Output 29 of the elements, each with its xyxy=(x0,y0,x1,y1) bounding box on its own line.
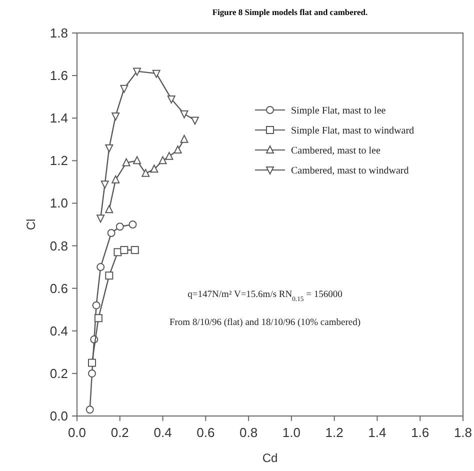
x-tick-label: 1.2 xyxy=(325,425,344,440)
legend-label: Simple Flat, mast to lee xyxy=(291,106,386,116)
x-tick-label: 0.6 xyxy=(196,425,215,440)
x-tick-label: 1.0 xyxy=(282,425,300,440)
annotation: q=147N/m² V=15.6m/s RN$_{0.15}$ = 156000 xyxy=(188,290,343,302)
legend-label: Cambered, mast to windward xyxy=(291,166,409,176)
legend-label: Simple Flat, mast to windward xyxy=(291,126,414,136)
y-tick-label: 1.8 xyxy=(50,26,68,40)
x-tick-label: 1.6 xyxy=(411,425,430,440)
y-axis-title: Cl xyxy=(24,218,38,230)
y-tick-label: 0.2 xyxy=(50,366,68,381)
y-tick-label: 0.4 xyxy=(50,323,68,338)
x-tick-label: 1.4 xyxy=(368,425,386,440)
y-tick-label: 1.0 xyxy=(50,196,68,211)
annotation: From 8/10/96 (flat) and 18/10/96 (10% cambered) xyxy=(169,318,361,328)
y-tick-label: 1.4 xyxy=(50,110,68,126)
y-tick-label: 1.2 xyxy=(50,153,68,168)
chart-title: Figure 8 Simple models flat and cambered. xyxy=(212,7,368,17)
x-tick-label: 0.0 xyxy=(68,425,86,440)
y-tick-label: 0.8 xyxy=(50,238,68,254)
x-axis-title: Cd xyxy=(262,451,278,465)
x-tick-label: 0.8 xyxy=(240,425,258,440)
x-tick-label: 1.8 xyxy=(454,425,472,440)
y-tick-label: 0.0 xyxy=(50,408,68,424)
y-tick-label: 0.6 xyxy=(50,280,68,296)
legend-label: Cambered, mast to lee xyxy=(291,146,381,156)
y-tick-label: 1.6 xyxy=(50,68,68,84)
x-tick-label: 0.2 xyxy=(110,425,129,440)
x-tick-label: 0.4 xyxy=(154,425,172,440)
